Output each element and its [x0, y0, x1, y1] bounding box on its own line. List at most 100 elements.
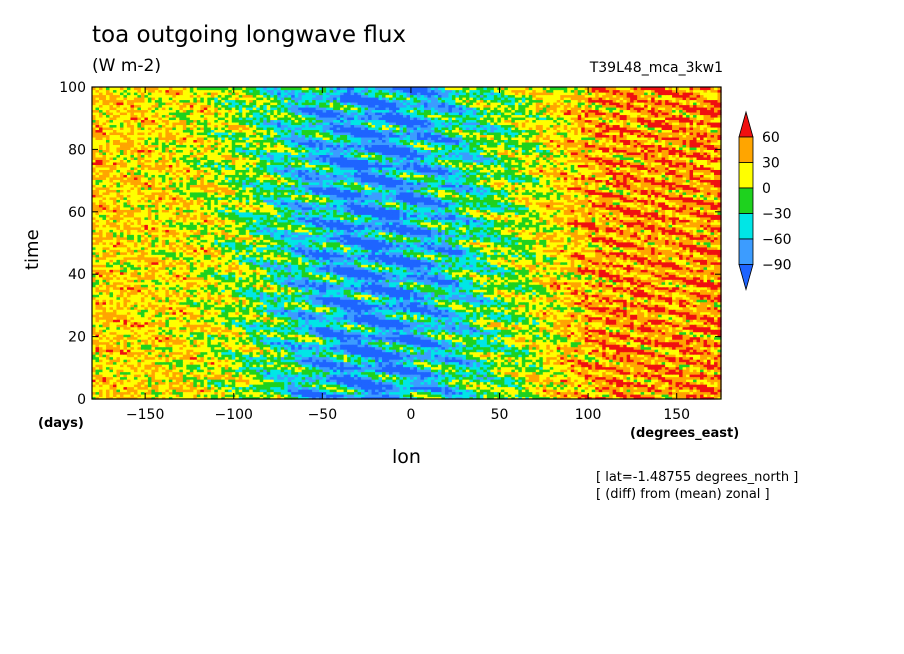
heatmap-cell	[105, 379, 111, 383]
heatmap-cell	[472, 389, 477, 393]
heatmap-cell	[126, 361, 132, 365]
heatmap-cell	[640, 351, 645, 355]
heatmap-cell	[507, 376, 512, 380]
heatmap-cell	[252, 371, 257, 375]
heatmap-cell	[133, 356, 139, 360]
heatmap-cell	[595, 381, 600, 385]
heatmap-cell	[574, 356, 579, 360]
heatmap-cell	[444, 381, 450, 385]
heatmap-cell	[570, 394, 575, 398]
heatmap-cell	[714, 384, 719, 388]
heatmap-cell	[511, 346, 516, 350]
heatmap-cell	[703, 384, 708, 388]
heatmap-cell	[448, 396, 453, 400]
heatmap-cell	[280, 351, 285, 355]
heatmap-cell	[563, 376, 568, 380]
heatmap-cell	[448, 366, 453, 370]
heatmap-cell	[382, 369, 387, 373]
heatmap-cell	[354, 369, 359, 373]
heatmap-cell	[423, 346, 429, 350]
heatmap-cell	[640, 379, 645, 383]
heatmap-cell	[703, 344, 708, 348]
heatmap-cell	[602, 379, 607, 383]
heatmap-cell	[168, 361, 173, 365]
heatmap-cell	[207, 349, 212, 353]
heatmap-cell	[654, 396, 659, 400]
heatmap-cell	[287, 371, 292, 375]
heatmap-cell	[532, 364, 537, 368]
heatmap-cell	[364, 356, 369, 360]
heatmap-cell	[560, 394, 565, 398]
heatmap-cell	[364, 386, 369, 390]
heatmap-cell	[633, 359, 638, 363]
heatmap-cell	[549, 351, 554, 355]
heatmap-cell	[403, 366, 408, 370]
heatmap-cell	[451, 396, 457, 400]
heatmap-cell	[347, 351, 352, 355]
heatmap-cell	[665, 389, 670, 393]
latitude-note: [ lat=-1.48755 degrees_north ]	[596, 470, 798, 485]
heatmap-cell	[238, 384, 243, 388]
heatmap-cell	[298, 381, 303, 385]
heatmap-cell	[364, 369, 369, 373]
heatmap-cell	[486, 344, 491, 348]
heatmap-cell	[640, 349, 645, 353]
heatmap-cell	[584, 346, 589, 350]
heatmap-cell	[249, 366, 254, 370]
heatmap-cell	[92, 346, 97, 350]
heatmap-cell	[682, 341, 687, 345]
heatmap-cell	[140, 356, 146, 360]
heatmap-cell	[504, 354, 509, 358]
heatmap-cell	[665, 366, 670, 370]
heatmap-cell	[658, 341, 663, 345]
heatmap-cell	[546, 381, 551, 385]
heatmap-cell	[249, 374, 254, 378]
heatmap-cell	[392, 379, 397, 383]
heatmap-cell	[518, 384, 523, 388]
heatmap-cell	[577, 369, 582, 373]
heatmap-cell	[147, 364, 152, 368]
heatmap-cell	[703, 341, 708, 345]
heatmap-cell	[693, 359, 698, 363]
heatmap-cell	[640, 391, 645, 395]
heatmap-cell	[361, 379, 366, 383]
heatmap-cell	[633, 384, 638, 388]
heatmap-cell	[322, 344, 327, 348]
heatmap-cell	[364, 366, 369, 370]
heatmap-cell	[707, 341, 712, 345]
heatmap-cell	[472, 356, 477, 360]
heatmap-cell	[378, 391, 383, 395]
heatmap-cell	[528, 364, 533, 368]
heatmap-cell	[427, 391, 432, 395]
heatmap-cell	[416, 394, 422, 398]
heatmap-cell	[203, 346, 208, 350]
heatmap-cell	[413, 356, 418, 360]
heatmap-cell	[193, 384, 198, 388]
heatmap-cell	[266, 354, 271, 358]
heatmap-cell	[333, 384, 338, 388]
heatmap-cell	[119, 384, 125, 388]
heatmap-cell	[378, 371, 383, 375]
heatmap-cell	[186, 361, 191, 365]
heatmap-cell	[284, 391, 289, 395]
heatmap-cell	[343, 386, 348, 390]
heatmap-cell	[570, 391, 575, 395]
heatmap-cell	[413, 394, 418, 398]
heatmap-cell	[242, 366, 247, 370]
heatmap-cell	[490, 379, 495, 383]
heatmap-cell	[521, 391, 526, 395]
heatmap-cell	[399, 346, 404, 350]
heatmap-cell	[584, 384, 589, 388]
heatmap-cell	[196, 341, 201, 345]
heatmap-cell	[315, 361, 320, 365]
heatmap-cell	[714, 376, 719, 380]
heatmap-cell	[322, 361, 327, 365]
heatmap-cell	[333, 391, 338, 395]
heatmap-cell	[616, 384, 621, 388]
heatmap-cell	[486, 381, 491, 385]
heatmap-cell	[368, 354, 373, 358]
heatmap-cell	[476, 391, 481, 395]
heatmap-cell	[696, 344, 701, 348]
heatmap-cell	[263, 386, 268, 390]
heatmap-cell	[308, 384, 313, 388]
